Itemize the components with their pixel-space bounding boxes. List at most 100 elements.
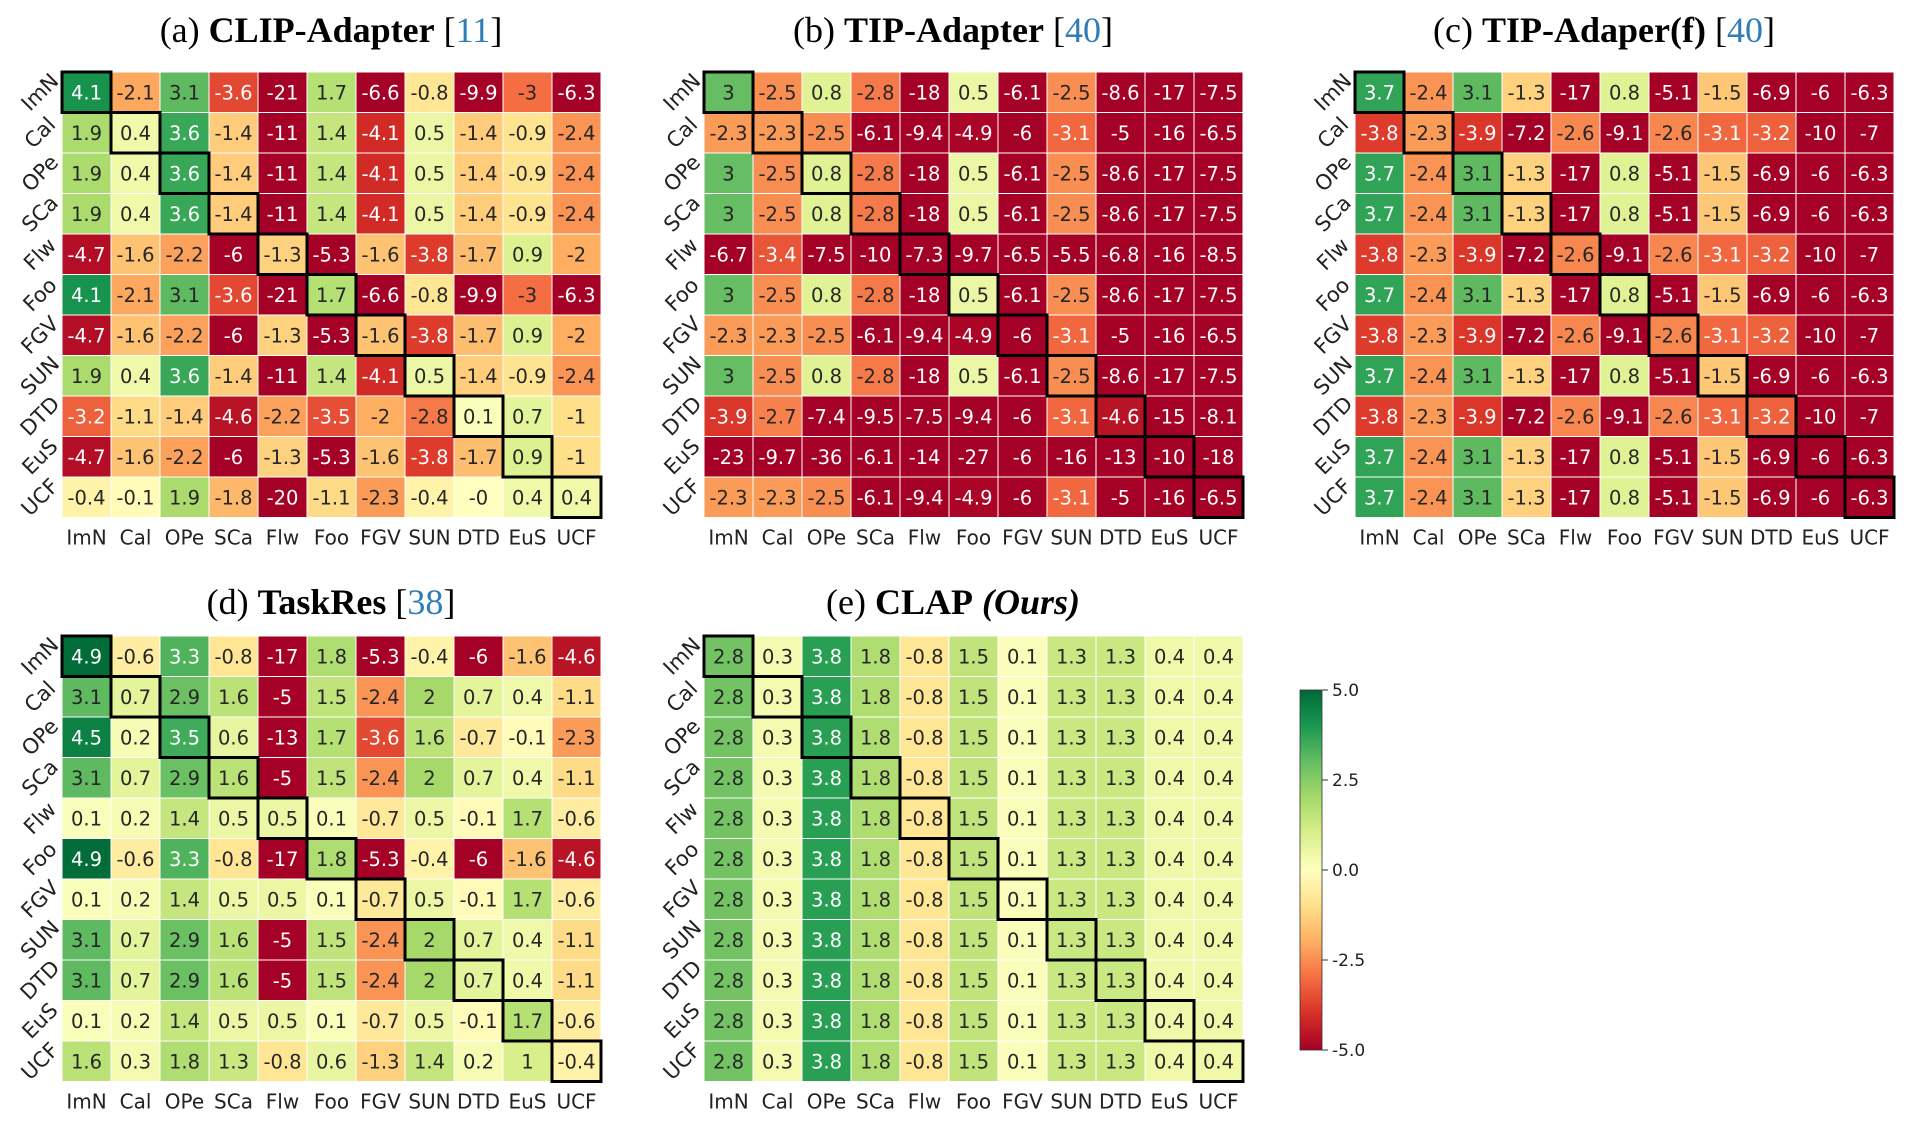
cell-value: -2.5 bbox=[758, 365, 796, 388]
heatmap-cell bbox=[1697, 112, 1748, 154]
cell-value: 0.7 bbox=[120, 767, 151, 790]
cell-value: 1.5 bbox=[958, 767, 989, 790]
cell-value: 0.4 bbox=[1154, 726, 1185, 749]
cell-value: -0.8 bbox=[905, 848, 943, 871]
cell-value: -6 bbox=[1013, 486, 1032, 509]
cell-value: -8.6 bbox=[1101, 203, 1139, 226]
heatmap-cell bbox=[551, 274, 602, 316]
diagonal-highlight bbox=[452, 394, 505, 438]
heatmap-cell bbox=[1844, 112, 1895, 154]
heatmap-cell bbox=[355, 919, 406, 961]
cell-value: 0.5 bbox=[958, 203, 989, 226]
y-tick-label: OPe bbox=[1310, 150, 1356, 196]
cell-value: 1.9 bbox=[71, 203, 102, 226]
cell-value: -0.4 bbox=[410, 486, 448, 509]
cell-value: -1.6 bbox=[508, 848, 546, 871]
heatmap-cell bbox=[1550, 395, 1601, 437]
heatmap-cell bbox=[208, 355, 259, 397]
y-tick-label: UCF bbox=[659, 1038, 706, 1085]
heatmap-cell bbox=[502, 757, 553, 799]
diagonal-highlight bbox=[751, 111, 804, 155]
heatmap-cell bbox=[1095, 838, 1146, 880]
heatmap-cell bbox=[551, 314, 602, 356]
cell-value: 1.8 bbox=[860, 726, 891, 749]
y-tick-label: FGV bbox=[658, 875, 706, 923]
cell-value: 0.4 bbox=[1203, 969, 1234, 992]
heatmap-cell bbox=[752, 233, 803, 275]
cell-value: 0.4 bbox=[512, 969, 543, 992]
cell-value: 0.5 bbox=[267, 1010, 298, 1033]
cell-value: 1.3 bbox=[1056, 1050, 1087, 1073]
heatmap-cell bbox=[355, 1040, 406, 1082]
cell-value: 1.6 bbox=[71, 1050, 102, 1073]
heatmap-cell bbox=[703, 436, 754, 478]
cell-value: -5 bbox=[273, 686, 292, 709]
cell-value: 2.8 bbox=[713, 645, 744, 668]
cell-value: 3 bbox=[722, 365, 734, 388]
heatmap-cell bbox=[899, 676, 950, 718]
heatmap-cell bbox=[752, 152, 803, 194]
cell-value: -5.1 bbox=[1654, 365, 1692, 388]
heatmap-cell bbox=[355, 152, 406, 194]
cell-value: -1.4 bbox=[214, 162, 252, 185]
heatmap-cell bbox=[257, 355, 308, 397]
heatmap-cell bbox=[453, 1000, 504, 1042]
heatmap-cell bbox=[306, 112, 357, 154]
cell-value: 3.6 bbox=[169, 122, 200, 145]
cell-value: -3.8 bbox=[1360, 243, 1398, 266]
cell-value: 1.6 bbox=[218, 686, 249, 709]
cell-value: -0.9 bbox=[508, 162, 546, 185]
cell-value: -6 bbox=[1811, 446, 1830, 469]
diagonal-highlight bbox=[1794, 435, 1847, 479]
cell-value: 3.8 bbox=[811, 807, 842, 830]
diagonal-highlight bbox=[898, 232, 951, 276]
cell-value: 1.8 bbox=[860, 969, 891, 992]
cell-value: 0.1 bbox=[316, 807, 347, 830]
cell-value: 0.8 bbox=[811, 162, 842, 185]
heatmap-cell bbox=[257, 757, 308, 799]
y-tick-label: Cal bbox=[1313, 112, 1354, 153]
cell-value: 0.5 bbox=[414, 888, 445, 911]
cell-value: -8.6 bbox=[1101, 162, 1139, 185]
heatmap-cell bbox=[551, 355, 602, 397]
heatmap-cell bbox=[1144, 152, 1195, 194]
x-tick-label: Flw bbox=[266, 526, 299, 550]
cell-value: -1.1 bbox=[557, 929, 595, 952]
cell-value: 3.8 bbox=[811, 645, 842, 668]
cell-value: -7 bbox=[1860, 405, 1879, 428]
cell-value: -0.8 bbox=[905, 888, 943, 911]
x-tick-label: FGV bbox=[1002, 1090, 1043, 1114]
x-tick-label: ImN bbox=[66, 1090, 106, 1114]
heatmap-cell bbox=[1193, 314, 1244, 356]
heatmap-cell bbox=[257, 716, 308, 758]
cell-value: -6 bbox=[1013, 324, 1032, 347]
heatmap-cell bbox=[502, 476, 553, 518]
cell-value: -3 bbox=[518, 81, 537, 104]
y-tick-label: SUN bbox=[16, 916, 64, 964]
heatmap-cell bbox=[1501, 274, 1552, 316]
heatmap-cell bbox=[997, 71, 1048, 113]
heatmap-cell bbox=[752, 314, 803, 356]
cell-value: -5.1 bbox=[1654, 81, 1692, 104]
cell-value: 0.5 bbox=[958, 81, 989, 104]
heatmap-cell bbox=[159, 436, 210, 478]
heatmap-cell bbox=[1795, 71, 1846, 113]
heatmap-cell bbox=[1193, 959, 1244, 1001]
heatmap-cell bbox=[850, 476, 901, 518]
heatmap-cell bbox=[850, 878, 901, 920]
cell-value: -6.1 bbox=[856, 324, 894, 347]
cell-value: -6 bbox=[1811, 486, 1830, 509]
heatmap-cell bbox=[502, 838, 553, 880]
cell-value: 2 bbox=[423, 686, 435, 709]
cell-value: -7 bbox=[1860, 243, 1879, 266]
heatmap-cell bbox=[948, 716, 999, 758]
cell-value: 1.6 bbox=[218, 929, 249, 952]
heatmap-cell bbox=[208, 716, 259, 758]
cell-value: -2.3 bbox=[1409, 324, 1447, 347]
cell-value: -2.6 bbox=[1654, 324, 1692, 347]
heatmap-cell bbox=[355, 716, 406, 758]
heatmap-cell bbox=[899, 476, 950, 518]
heatmap-cell bbox=[208, 635, 259, 677]
cell-value: 3 bbox=[722, 81, 734, 104]
diagonal-highlight bbox=[1192, 475, 1245, 519]
